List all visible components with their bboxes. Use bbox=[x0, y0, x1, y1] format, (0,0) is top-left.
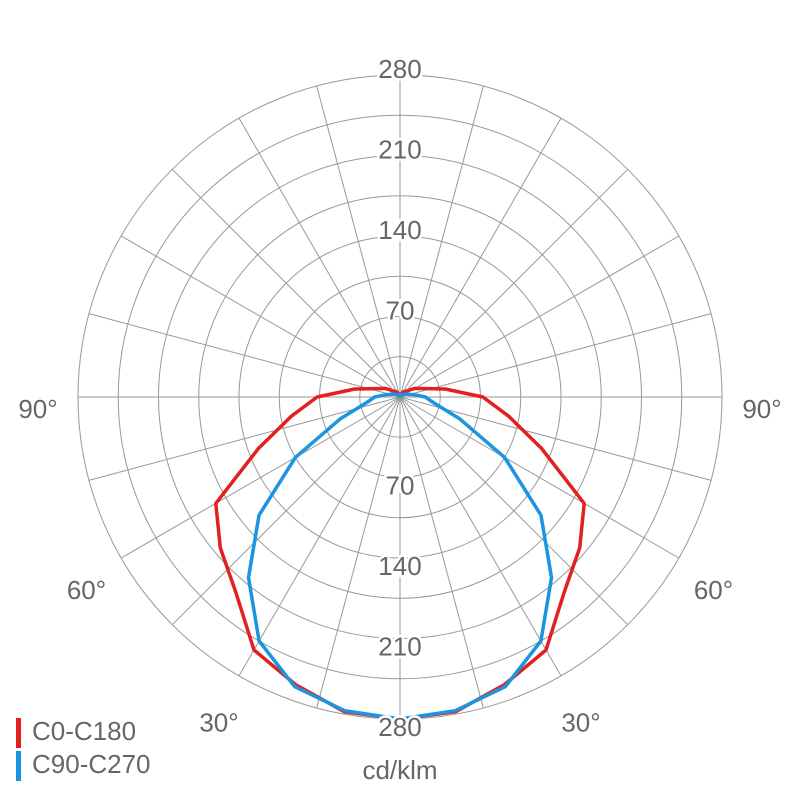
grid-spoke bbox=[88, 396, 401, 481]
r-tick-label: 140 bbox=[378, 215, 421, 245]
grid-spoke bbox=[316, 85, 401, 398]
grid-spoke bbox=[399, 117, 562, 398]
unit-label: cd/klm bbox=[362, 755, 437, 785]
grid-spoke bbox=[120, 396, 401, 559]
grid-spoke bbox=[316, 396, 401, 709]
grid-spoke bbox=[171, 396, 401, 626]
grid-spoke bbox=[238, 396, 401, 677]
angle-tick-label: 60° bbox=[694, 575, 733, 605]
grid-spoke bbox=[171, 168, 401, 398]
grid-spoke bbox=[399, 396, 484, 709]
r-tick-label: 280 bbox=[378, 712, 421, 742]
angle-tick-label: 90° bbox=[18, 394, 57, 424]
grid-spoke bbox=[399, 396, 629, 626]
grid-spoke bbox=[399, 168, 629, 398]
grid-spoke bbox=[238, 117, 401, 398]
grid-spoke bbox=[399, 396, 562, 677]
grid-spoke bbox=[399, 235, 680, 398]
legend-label: C90-C270 bbox=[32, 749, 151, 779]
r-tick-label: 70 bbox=[386, 295, 415, 325]
series-line bbox=[398, 392, 554, 721]
angle-tick-label: 30° bbox=[561, 707, 600, 737]
r-tick-label: 140 bbox=[378, 551, 421, 581]
grid-spoke bbox=[399, 396, 680, 559]
r-tick-label: 210 bbox=[378, 631, 421, 661]
grid-spoke bbox=[399, 313, 712, 398]
legend-swatch bbox=[16, 751, 21, 781]
grid-spoke bbox=[399, 85, 484, 398]
r-tick-label: 70 bbox=[386, 470, 415, 500]
legend-swatch bbox=[16, 718, 21, 748]
angle-tick-label: 60° bbox=[67, 575, 106, 605]
legend-label: C0-C180 bbox=[32, 716, 136, 746]
angle-tick-label: 90° bbox=[742, 394, 781, 424]
series-line bbox=[246, 392, 402, 721]
angle-tick-label: 30° bbox=[199, 707, 238, 737]
r-tick-label: 210 bbox=[378, 134, 421, 164]
grid-spoke bbox=[120, 235, 401, 398]
grid-spoke bbox=[88, 313, 401, 398]
grid-spoke bbox=[399, 396, 712, 481]
r-tick-label: 280 bbox=[378, 54, 421, 84]
